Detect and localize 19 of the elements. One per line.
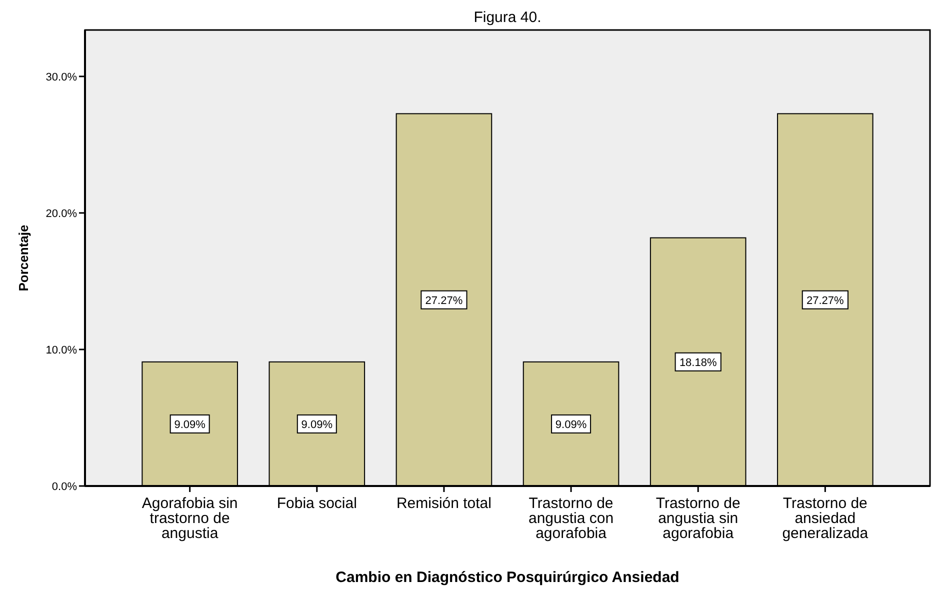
data-label: 9.09% — [555, 418, 587, 431]
y-tick-label: 0.0% — [52, 481, 78, 493]
y-axis-title: Porcentaje — [16, 224, 31, 292]
x-axis-title: Cambio en Diagnóstico Posquirúrgico Ansiedad — [336, 569, 680, 586]
x-tick-label: Agorafobia sin trastorno de angustia — [142, 495, 238, 542]
x-tick-label: Remisión total — [396, 495, 492, 512]
x-tick-label: Trastorno de angustia sin agorafobia — [656, 495, 740, 542]
data-label: 9.09% — [174, 418, 206, 431]
x-tick-label: Trastorno de ansiedad generalizada — [782, 495, 869, 542]
data-label: 9.09% — [301, 418, 333, 431]
y-tick-label: 10.0% — [46, 344, 78, 356]
data-label: 27.27% — [425, 294, 463, 307]
chart-title: Figura 40. — [474, 9, 542, 26]
data-label: 18.18% — [679, 356, 717, 369]
x-tick-label: Trastorno de angustia con agorafobia — [528, 495, 614, 542]
x-tick-label: Fobia social — [276, 495, 357, 512]
y-tick-label: 30.0% — [46, 71, 78, 84]
y-tick-label: 20.0% — [46, 208, 78, 220]
data-label: 27.27% — [806, 294, 844, 307]
